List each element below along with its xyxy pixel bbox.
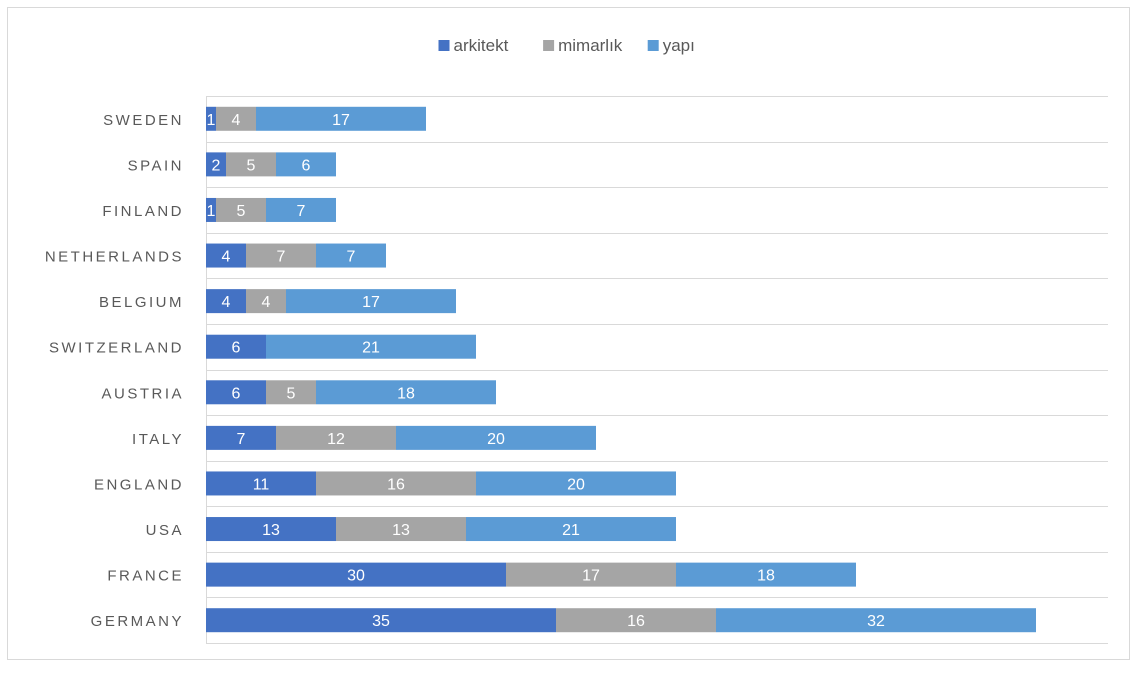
data-label: 7 (297, 203, 306, 220)
legend-label: mimarlık (558, 36, 623, 55)
data-label: 32 (867, 613, 885, 630)
bar-segment (506, 562, 676, 587)
bar-segment (286, 289, 456, 314)
y-tick-label: NETHERLANDS (45, 249, 184, 266)
data-label: 35 (372, 613, 390, 630)
data-label: 4 (222, 249, 231, 266)
data-label: 6 (232, 340, 241, 357)
bar-segment (206, 152, 226, 177)
data-label: 11 (253, 476, 270, 493)
bar-segment (206, 334, 266, 359)
data-label: 17 (332, 112, 350, 129)
data-label: 20 (567, 476, 585, 493)
data-label: 6 (302, 157, 311, 174)
bar-segment (556, 608, 716, 633)
y-tick-label: USA (146, 522, 184, 539)
bar-segment (316, 243, 386, 268)
y-tick-label: FINLAND (102, 203, 184, 220)
bar-segment (206, 562, 506, 587)
data-label: 4 (262, 294, 271, 311)
bar-segment (266, 380, 316, 405)
legend-label: arkitekt (454, 36, 509, 55)
data-label: 7 (237, 431, 246, 448)
bar-segment (256, 106, 426, 131)
legend-swatch (647, 40, 659, 51)
data-label: 13 (262, 522, 280, 539)
data-label: 13 (392, 522, 410, 539)
y-tick-label: BELGIUM (99, 294, 184, 311)
bar-segment (216, 197, 266, 222)
y-tick-label: ITALY (132, 431, 184, 448)
data-label: 18 (397, 385, 415, 402)
bar-segment (246, 243, 316, 268)
data-label: 16 (387, 476, 405, 493)
bar-segment (276, 425, 396, 450)
bar-segment (476, 471, 676, 496)
data-label: 21 (362, 340, 380, 357)
bar-segment (206, 380, 266, 405)
bar-segment (206, 243, 246, 268)
data-label: 17 (362, 294, 380, 311)
bar-segment (316, 380, 496, 405)
bar-segment (316, 471, 476, 496)
bar-segment (676, 562, 856, 587)
bar-segment (716, 608, 1036, 633)
bar-segment (206, 289, 246, 314)
y-tick-label: GERMANY (91, 613, 184, 630)
data-label: 2 (212, 157, 221, 174)
data-label: 1 (207, 112, 216, 129)
y-tick-label: ENGLAND (94, 476, 184, 493)
data-label: 4 (232, 112, 241, 129)
y-tick-label: SWITZERLAND (49, 340, 184, 357)
y-tick-label: SPAIN (128, 157, 184, 174)
data-label: 18 (757, 568, 775, 585)
bar-segment (226, 152, 276, 177)
data-label: 17 (582, 568, 600, 585)
data-label: 5 (247, 157, 256, 174)
chart-border (7, 7, 1130, 660)
legend-label: yapı (663, 36, 695, 55)
data-label: 5 (287, 385, 296, 402)
y-tick-label: AUSTRIA (101, 385, 184, 402)
bar-segment (336, 517, 466, 542)
y-tick-label: FRANCE (107, 568, 184, 585)
bar-segment (396, 425, 596, 450)
bar-segment (206, 197, 216, 222)
bar-segment (206, 471, 316, 496)
bar-segment (206, 425, 276, 450)
y-tick-label: SWEDEN (103, 112, 184, 129)
bar-segment (266, 334, 476, 359)
data-label: 20 (487, 431, 505, 448)
data-label: 7 (277, 249, 286, 266)
data-label: 6 (232, 385, 241, 402)
data-label: 1 (207, 203, 216, 220)
data-label: 4 (222, 294, 231, 311)
legend-swatch (438, 40, 450, 51)
bar-segment (206, 517, 336, 542)
bar-segment (206, 608, 556, 633)
data-label: 5 (237, 203, 246, 220)
bar-segment (246, 289, 286, 314)
bar-segment (266, 197, 336, 222)
data-label: 12 (327, 431, 345, 448)
bar-segment (276, 152, 336, 177)
bar-segment (206, 106, 216, 131)
legend-swatch (543, 40, 555, 51)
data-label: 30 (347, 568, 365, 585)
bar-segment (216, 106, 256, 131)
data-label: 21 (562, 522, 580, 539)
data-label: 7 (347, 249, 356, 266)
data-label: 16 (627, 613, 645, 630)
bar-segment (466, 517, 676, 542)
